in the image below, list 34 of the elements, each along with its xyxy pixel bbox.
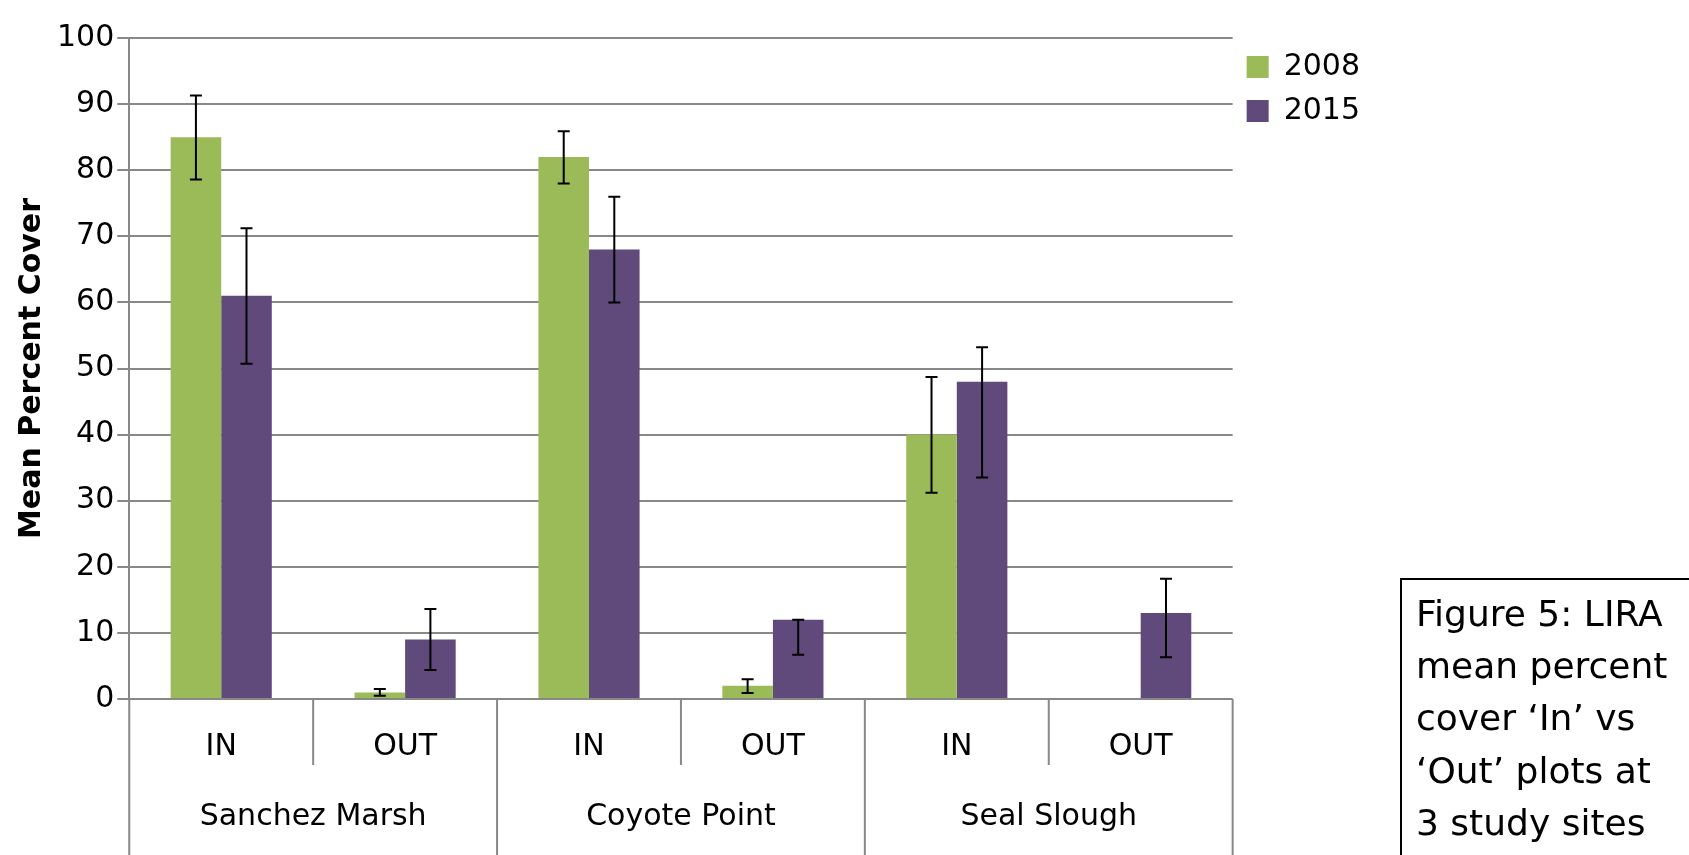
y-tick-label: 0	[95, 678, 115, 714]
x-tick-label: OUT	[373, 726, 438, 762]
y-tick-label: 60	[76, 282, 115, 318]
caption: Figure 5: LIRA mean percent cover ‘In’ vs ‘Out’ plots at 3 study sites	[1400, 578, 1689, 855]
y-tick-label: 50	[76, 348, 115, 384]
y-tick-label: 40	[76, 414, 115, 450]
text: Sanchez Marsh	[199, 796, 427, 832]
bar	[722, 685, 773, 698]
bar	[170, 137, 222, 698]
y-tick-label: 10	[76, 612, 115, 648]
x-tick-label: OUT	[1108, 726, 1174, 762]
bar	[538, 156, 590, 698]
y-tick-label: 20	[76, 546, 115, 582]
bar	[1140, 613, 1192, 698]
legend-label: 2015	[1283, 90, 1361, 126]
bar	[956, 381, 1008, 698]
y-tick-label: 90	[76, 83, 115, 119]
x-tick-label: OUT	[740, 726, 806, 762]
legend-label: 2008	[1283, 46, 1361, 82]
y-tick-label: 100	[57, 17, 115, 53]
text: Seal Slough	[960, 796, 1138, 832]
bar	[772, 619, 824, 698]
bar	[906, 434, 957, 698]
y-axis-title: Mean Percent Cover	[11, 197, 47, 539]
x-tick-label: IN	[573, 726, 605, 762]
bar	[589, 249, 640, 698]
y-tick-label: 80	[76, 150, 115, 185]
bar	[221, 295, 272, 698]
x-tick-label: IN	[205, 726, 237, 762]
y-tick-label: 70	[76, 216, 115, 252]
text: Coyote Point	[586, 796, 777, 832]
x-tick-label: IN	[941, 726, 973, 762]
y-tick-label: 30	[76, 480, 115, 516]
bar	[405, 639, 456, 698]
